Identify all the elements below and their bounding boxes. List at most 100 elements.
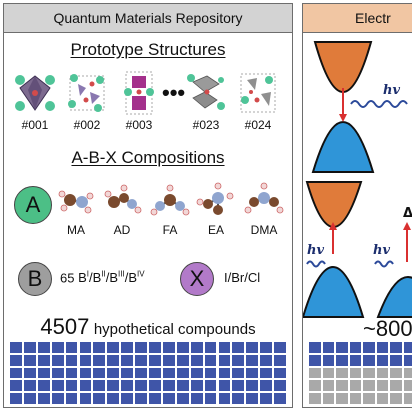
compound-count: 4507 hypothetical compounds xyxy=(4,314,292,340)
compound-cell xyxy=(93,393,106,404)
composition-section-title: A-B-X Compositions xyxy=(71,148,225,167)
compound-cell xyxy=(37,393,50,404)
compound-cell xyxy=(79,354,92,366)
molecule-item: FA xyxy=(145,180,195,237)
compound-cell xyxy=(79,367,92,379)
compound-cell xyxy=(390,393,402,404)
compound-cell xyxy=(309,342,321,353)
compound-count-text: hypothetical compounds xyxy=(93,321,256,338)
x-site-ions: I/Br/Cl xyxy=(224,270,261,285)
compound-cell xyxy=(190,380,203,392)
compound-cell xyxy=(149,393,161,404)
photon-wave xyxy=(306,260,326,268)
compound-grid-right xyxy=(309,342,412,404)
left-panel: Quantum Materials Repository Prototype S… xyxy=(3,3,293,408)
compound-cell xyxy=(218,367,231,379)
band-diagram: hv hv hv Δ xyxy=(303,41,412,318)
compound-cell xyxy=(260,393,273,404)
compound-cell xyxy=(93,367,106,379)
compound-cell xyxy=(349,393,362,404)
compound-cell xyxy=(232,380,245,392)
compound-cell xyxy=(79,342,92,353)
compound-cell xyxy=(149,380,161,392)
compound-cell xyxy=(322,393,335,404)
compound-cell xyxy=(93,342,106,353)
compound-cell xyxy=(349,380,362,392)
prototype-label: #001 xyxy=(21,118,49,132)
compound-cell xyxy=(10,342,22,353)
compound-cell xyxy=(363,342,375,353)
prototype-section-title: Prototype Structures xyxy=(70,40,226,59)
arrow-head xyxy=(403,222,411,230)
compound-cell xyxy=(135,367,147,379)
compound-cell xyxy=(51,380,64,392)
compound-cell xyxy=(65,342,78,353)
compound-cell xyxy=(322,367,335,379)
compound-cell xyxy=(218,380,231,392)
compound-cell xyxy=(390,342,402,353)
compound-cell xyxy=(204,367,217,379)
hv-label: hv xyxy=(307,243,324,258)
compound-cell xyxy=(390,380,402,392)
compound-cell xyxy=(390,367,402,379)
compound-cell xyxy=(23,342,36,353)
compound-cell xyxy=(10,367,22,379)
compound-cell xyxy=(363,393,375,404)
molecule-label: MA xyxy=(67,223,85,237)
compound-cell xyxy=(135,354,147,366)
compound-count-number: 4507 xyxy=(40,314,90,339)
compound-cell xyxy=(336,367,348,379)
compound-cell xyxy=(107,380,120,392)
compound-cell xyxy=(135,380,147,392)
molecule-item: AD xyxy=(97,180,147,237)
compound-cell xyxy=(218,354,231,366)
compound-cell xyxy=(246,342,259,353)
compound-cell xyxy=(274,354,286,366)
compound-cell xyxy=(107,393,120,404)
compound-cell xyxy=(274,393,286,404)
crystal-structure-icon xyxy=(68,74,105,112)
photon-wave xyxy=(374,260,394,268)
compound-cell xyxy=(93,380,106,392)
a-site-badge: A xyxy=(14,186,52,224)
compound-cell xyxy=(65,354,78,366)
compound-cell xyxy=(176,380,189,392)
compound-cell xyxy=(376,367,389,379)
molecule-icon xyxy=(196,182,234,215)
hv-label: hv xyxy=(383,83,400,98)
compound-cell xyxy=(376,393,389,404)
prototype-item: #002 xyxy=(61,70,113,132)
molecule-item: EA xyxy=(191,180,241,237)
compound-cell xyxy=(65,393,78,404)
prototype-label: #023 xyxy=(192,118,220,132)
compound-cell xyxy=(218,393,231,404)
compound-cell xyxy=(162,342,175,353)
compound-cell xyxy=(121,342,134,353)
compound-cell xyxy=(176,367,189,379)
compound-cell xyxy=(65,380,78,392)
compound-cell xyxy=(162,354,175,366)
b-ion-list: BI/BII/BIII/BIV xyxy=(78,270,145,286)
compound-cell xyxy=(246,354,259,366)
compound-cell xyxy=(260,342,273,353)
compound-cell xyxy=(51,367,64,379)
prototype-item: #023 xyxy=(180,70,232,132)
molecule-icon xyxy=(150,184,190,216)
compound-cell xyxy=(10,393,22,404)
compound-grid xyxy=(10,342,286,404)
compound-cell xyxy=(232,367,245,379)
molecule-label: EA xyxy=(207,223,224,237)
b-site-ions: 65 BI/BII/BIII/BIV xyxy=(60,270,145,285)
compound-cell xyxy=(260,367,273,379)
compound-cell xyxy=(149,342,161,353)
compound-cell xyxy=(190,342,203,353)
compound-cell xyxy=(37,342,50,353)
compound-cell xyxy=(51,354,64,366)
hv-label: hv xyxy=(373,243,390,258)
compound-cell xyxy=(204,380,217,392)
compound-cell xyxy=(176,342,189,353)
compound-cell xyxy=(232,393,245,404)
compound-cell xyxy=(336,380,348,392)
compound-cell xyxy=(121,380,134,392)
compound-cell xyxy=(121,354,134,366)
